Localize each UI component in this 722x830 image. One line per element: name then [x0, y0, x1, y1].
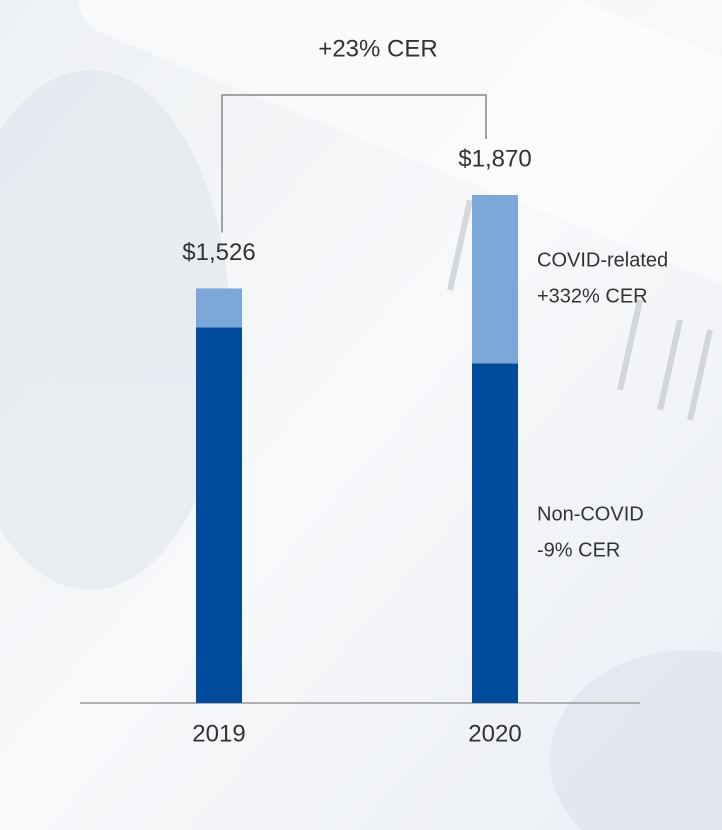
- bar-segment: [196, 327, 242, 703]
- x-tick-label: 2020: [468, 720, 521, 747]
- bar-segment: [472, 363, 518, 703]
- total-label: $1,526: [182, 239, 255, 266]
- bar-segment: [472, 195, 518, 363]
- growth-annotation: +23% CER: [318, 35, 437, 62]
- x-tick-label: 2019: [192, 720, 245, 747]
- total-label: $1,870: [458, 145, 531, 172]
- series-change: +332% CER: [537, 285, 648, 307]
- chart: +23% CER $1,526 2019 Non-COVID -9% CER COVID…: [0, 0, 722, 830]
- series-label: COVID-related: [537, 249, 668, 271]
- page: {"chart_data": {"type": "stacked-bar", "…: [0, 0, 722, 830]
- series-label: Non-COVID: [537, 503, 644, 525]
- series-change: -9% CER: [537, 539, 620, 561]
- bar-segment: [196, 288, 242, 327]
